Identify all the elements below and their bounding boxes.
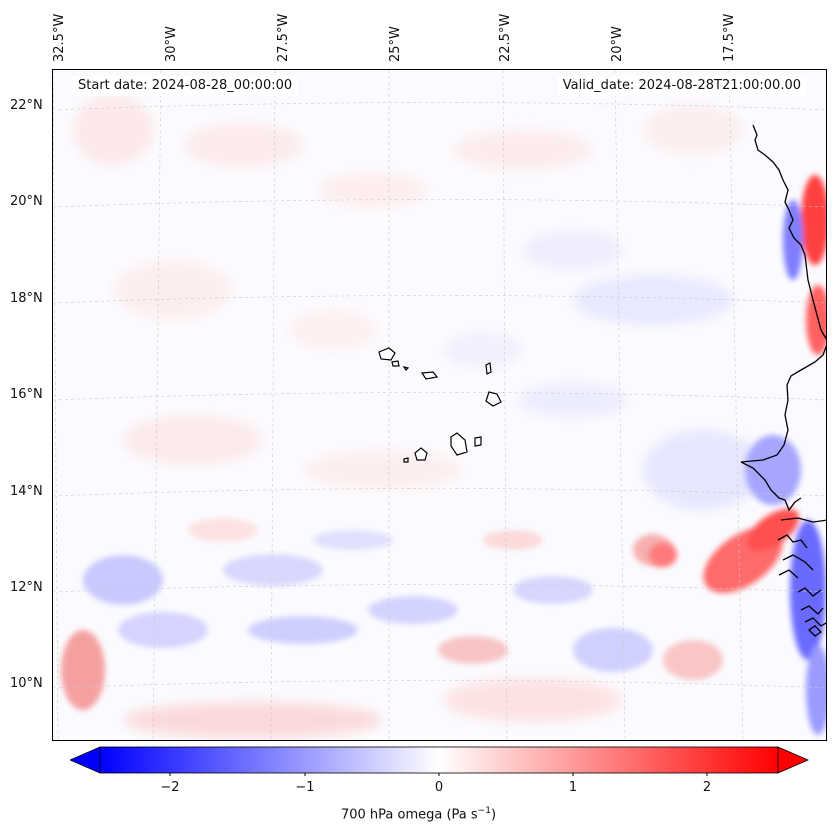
colorbar-tick-2: 2 [702,780,712,795]
valid-date-label: Valid_date: 2024-08-28T21:00:00.00 [556,76,807,96]
graticule [53,70,826,740]
colorbar-tick-minus-1: −1 [295,780,315,795]
omega-field-map [53,70,826,740]
lon-label-17-5w: 17.5°W [722,13,737,62]
colorbar-min-extend [70,746,101,774]
colorbar-tick-0: 0 [434,780,444,795]
colorbar-tick-minus-2: −2 [160,780,180,795]
colorbar-label-main: 700 hPa omega (Pa s [340,807,478,823]
lat-label-14n: 14°N [10,484,43,499]
colorbar-gradient [99,746,779,774]
lat-label-18n: 18°N [10,291,43,306]
colorbar-label-exponent: −1 [477,806,491,816]
colorbar-max-extend [777,746,810,774]
lat-label-22n: 22°N [10,98,43,113]
colorbar-label: 700 hPa omega (Pa s−1) [0,806,837,822]
lon-label-27-5w: 27.5°W [276,13,291,62]
colorbar-tick-marks [169,773,708,776]
cape-verde-islands [378,347,502,463]
colorbar-label-end: ) [490,807,497,823]
lon-label-30w: 30°W [164,26,179,62]
lon-label-20w: 20°W [610,26,625,62]
lat-label-10n: 10°N [10,676,43,691]
lon-label-22-5w: 22.5°W [498,13,513,62]
omega-patches-faint [73,95,763,738]
lat-label-16n: 16°N [10,387,43,402]
omega-map-panel [52,69,827,741]
lon-label-32-5w: 32.5°W [52,13,67,62]
lat-label-12n: 12°N [10,580,43,595]
start-date-label: Start date: 2024-08-28_00:00:00 [72,76,299,96]
lat-label-20n: 20°N [10,194,43,209]
omega-colorbar [70,746,810,776]
colorbar-tick-1: 1 [568,780,578,795]
african-coastline [740,124,826,637]
lon-label-25w: 25°W [388,26,403,62]
